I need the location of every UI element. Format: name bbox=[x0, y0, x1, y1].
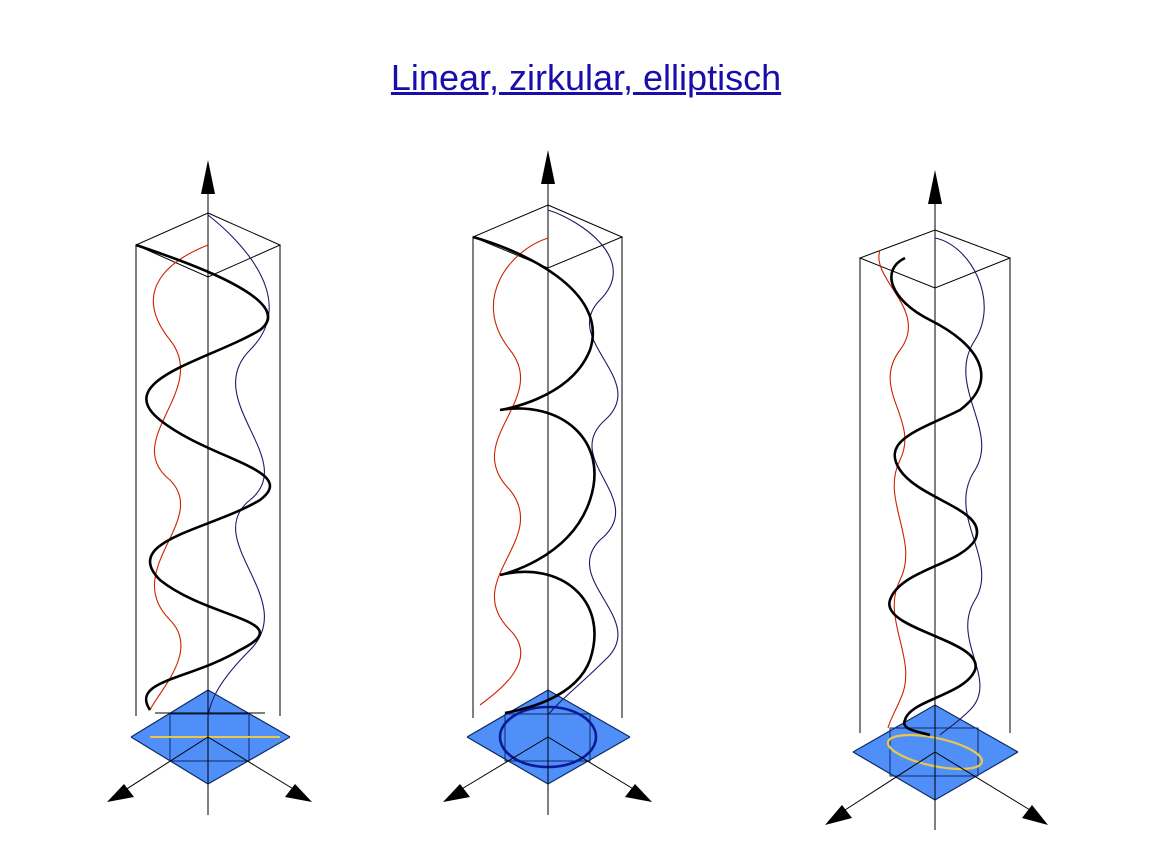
arrow-right-icon bbox=[1022, 805, 1048, 825]
polarization-trace-ellipse bbox=[886, 733, 984, 771]
panel-linear bbox=[107, 160, 312, 815]
component-wave-b bbox=[547, 209, 619, 716]
arrow-right-icon bbox=[285, 784, 312, 802]
component-wave-a bbox=[878, 249, 909, 729]
arrow-up-icon bbox=[541, 150, 555, 184]
polarized-wave bbox=[135, 243, 272, 711]
polarized-wave bbox=[888, 256, 983, 737]
arrow-left-icon bbox=[443, 784, 470, 802]
page-title-link[interactable]: Linear, zirkular, elliptisch bbox=[390, 57, 782, 98]
component-wave-a bbox=[479, 237, 549, 706]
panel-elliptical bbox=[825, 170, 1048, 830]
component-wave-b bbox=[934, 237, 985, 736]
arrow-left-icon bbox=[107, 784, 134, 802]
arrow-right-icon bbox=[625, 784, 652, 802]
polarized-wave bbox=[472, 235, 596, 715]
arrow-up-icon bbox=[928, 170, 942, 204]
arrow-up-icon bbox=[201, 160, 215, 194]
panel-circular bbox=[443, 150, 652, 815]
component-wave-b bbox=[207, 214, 270, 718]
component-wave-a bbox=[149, 244, 209, 711]
arrow-left-icon bbox=[825, 805, 852, 825]
